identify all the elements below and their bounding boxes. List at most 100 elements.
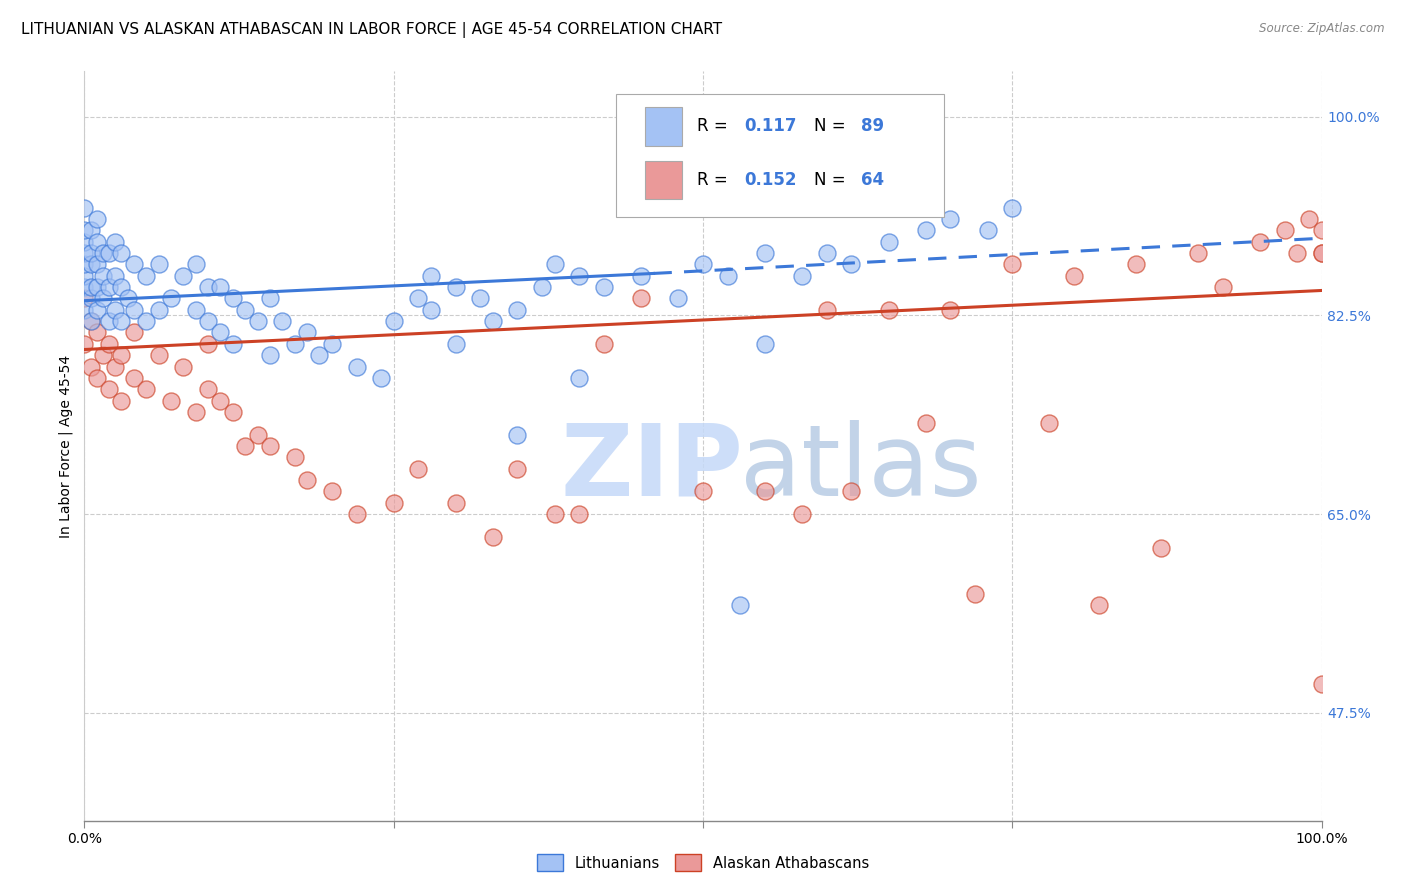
Point [160, 393, 183, 408]
Point [939, 302, 962, 317]
Point [98, 336, 121, 351]
Point [104, 268, 127, 283]
Point [222, 405, 245, 419]
Point [408, 292, 430, 306]
Point [1310, 677, 1333, 691]
Point [73, 268, 96, 283]
Point [110, 314, 132, 328]
Point [370, 371, 392, 385]
Bar [645, 106, 682, 145]
Point [98, 280, 121, 294]
Point [444, 280, 467, 294]
Point [1001, 201, 1024, 215]
Point [1001, 257, 1024, 271]
Point [308, 348, 330, 362]
Point [568, 371, 591, 385]
Point [209, 393, 232, 408]
Text: R =: R = [697, 117, 733, 135]
Point [148, 302, 170, 317]
FancyBboxPatch shape [616, 94, 945, 218]
Point [728, 598, 751, 612]
Point [98, 314, 121, 328]
Point [444, 496, 467, 510]
Point [79, 359, 101, 374]
Point [259, 348, 281, 362]
Point [110, 393, 132, 408]
Point [815, 302, 838, 317]
Point [104, 235, 127, 249]
Point [79, 280, 101, 294]
Point [73, 223, 96, 237]
Point [73, 336, 96, 351]
Point [1249, 235, 1271, 249]
Text: N =: N = [814, 171, 851, 189]
Point [86, 211, 108, 226]
Point [222, 292, 245, 306]
Point [593, 280, 616, 294]
Point [110, 280, 132, 294]
Point [86, 280, 108, 294]
Point [692, 484, 714, 499]
Point [197, 382, 219, 396]
Point [408, 461, 430, 475]
Point [98, 246, 121, 260]
Point [754, 246, 776, 260]
Point [382, 314, 405, 328]
Point [295, 326, 318, 340]
Point [233, 439, 256, 453]
Point [172, 268, 194, 283]
Point [470, 292, 492, 306]
Point [481, 530, 503, 544]
Point [506, 427, 529, 442]
Point [382, 496, 405, 510]
Point [98, 382, 121, 396]
Point [91, 348, 114, 362]
Point [976, 223, 998, 237]
Point [543, 257, 565, 271]
Point [666, 292, 689, 306]
Point [160, 292, 183, 306]
Point [86, 235, 108, 249]
Point [939, 211, 962, 226]
Point [135, 268, 157, 283]
Point [73, 201, 96, 215]
Point [122, 257, 145, 271]
Point [543, 507, 565, 521]
Text: LITHUANIAN VS ALASKAN ATHABASCAN IN LABOR FORCE | AGE 45-54 CORRELATION CHART: LITHUANIAN VS ALASKAN ATHABASCAN IN LABO… [21, 22, 723, 38]
Point [630, 292, 652, 306]
Point [73, 246, 96, 260]
Point [815, 246, 838, 260]
Point [79, 246, 101, 260]
Point [209, 326, 232, 340]
Point [1310, 246, 1333, 260]
Point [122, 326, 145, 340]
Point [1310, 246, 1333, 260]
Point [271, 314, 294, 328]
Point [122, 371, 145, 385]
Point [184, 257, 207, 271]
Point [444, 336, 467, 351]
Point [79, 223, 101, 237]
Point [184, 302, 207, 317]
Point [259, 439, 281, 453]
Point [148, 257, 170, 271]
Point [568, 507, 591, 521]
Point [1063, 268, 1085, 283]
Point [531, 280, 554, 294]
Text: 0.117: 0.117 [744, 117, 796, 135]
Point [321, 484, 343, 499]
Point [86, 257, 108, 271]
Point [321, 336, 343, 351]
Point [692, 257, 714, 271]
Point [117, 292, 139, 306]
Point [295, 473, 318, 487]
Y-axis label: In Labor Force | Age 45-54: In Labor Force | Age 45-54 [59, 354, 73, 538]
Point [79, 257, 101, 271]
Point [259, 292, 281, 306]
Point [79, 314, 101, 328]
Text: ZIP: ZIP [561, 420, 744, 517]
Point [419, 302, 441, 317]
Text: 64: 64 [862, 171, 884, 189]
Point [73, 257, 96, 271]
Point [86, 326, 108, 340]
